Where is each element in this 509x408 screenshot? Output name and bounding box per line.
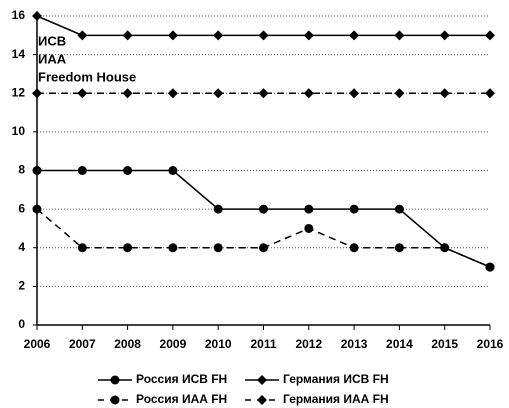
marker xyxy=(167,88,178,99)
marker xyxy=(394,30,405,41)
marker xyxy=(213,243,223,253)
marker xyxy=(213,30,224,41)
x-tick-label: 2009 xyxy=(160,337,187,351)
marker xyxy=(349,204,359,214)
marker xyxy=(439,30,450,41)
marker xyxy=(110,375,120,385)
y-tick-label: 10 xyxy=(12,124,26,138)
legend-label: Германия ИАА FH xyxy=(283,392,389,406)
y-tick-label: 16 xyxy=(12,8,26,22)
y-tick-label: 12 xyxy=(12,85,26,99)
annotation: Freedom House xyxy=(38,69,136,84)
annotation: ИСВ xyxy=(38,33,66,48)
marker xyxy=(122,30,133,41)
marker xyxy=(32,204,42,214)
marker xyxy=(485,30,495,41)
marker xyxy=(32,11,42,21)
x-tick-label: 2016 xyxy=(477,337,504,351)
y-tick-label: 8 xyxy=(18,163,25,177)
marker xyxy=(213,204,223,214)
marker xyxy=(258,30,269,41)
marker xyxy=(394,88,405,99)
marker xyxy=(257,375,267,385)
series-line xyxy=(36,208,491,268)
x-tick-label: 2007 xyxy=(69,337,96,351)
y-tick-label: 0 xyxy=(18,317,25,331)
legend-label: Германия ИСВ FH xyxy=(283,372,389,386)
marker xyxy=(123,166,133,175)
marker xyxy=(167,30,178,41)
marker xyxy=(258,88,269,99)
x-tick-label: 2015 xyxy=(431,337,458,351)
marker xyxy=(303,30,314,41)
legend-label: Россия ИСВ FH xyxy=(136,372,227,386)
y-tick-label: 14 xyxy=(12,47,26,61)
marker xyxy=(349,88,360,99)
legend-label: Россия ИАА FH xyxy=(136,392,227,406)
marker xyxy=(77,166,87,175)
marker xyxy=(168,166,178,175)
marker xyxy=(439,88,450,99)
marker xyxy=(123,243,133,253)
annotation: ИАА xyxy=(38,51,67,66)
x-tick-label: 2010 xyxy=(205,337,232,351)
marker xyxy=(77,243,87,253)
series-line xyxy=(37,169,491,268)
marker xyxy=(303,88,314,99)
marker xyxy=(394,243,404,253)
marker xyxy=(485,88,495,99)
marker xyxy=(304,223,314,233)
marker xyxy=(259,204,268,214)
x-tick-label: 2014 xyxy=(386,337,413,351)
marker xyxy=(77,30,88,41)
marker xyxy=(122,88,133,99)
marker xyxy=(77,88,88,99)
marker xyxy=(349,243,359,253)
marker xyxy=(485,262,495,272)
marker xyxy=(304,204,314,214)
y-tick-label: 4 xyxy=(18,240,25,254)
marker xyxy=(257,395,267,405)
marker xyxy=(168,243,178,253)
x-tick-label: 2012 xyxy=(295,337,322,351)
y-tick-label: 2 xyxy=(18,279,25,293)
marker xyxy=(213,88,224,99)
x-tick-label: 2006 xyxy=(24,337,51,351)
x-tick-label: 2013 xyxy=(341,337,368,351)
marker xyxy=(110,395,120,405)
x-tick-label: 2008 xyxy=(114,337,141,351)
marker xyxy=(259,243,268,253)
x-tick-label: 2011 xyxy=(250,337,276,351)
marker xyxy=(394,204,404,214)
marker xyxy=(32,166,42,175)
marker xyxy=(349,30,360,41)
marker xyxy=(32,88,42,99)
y-tick-label: 6 xyxy=(18,201,25,215)
marker xyxy=(440,243,450,253)
